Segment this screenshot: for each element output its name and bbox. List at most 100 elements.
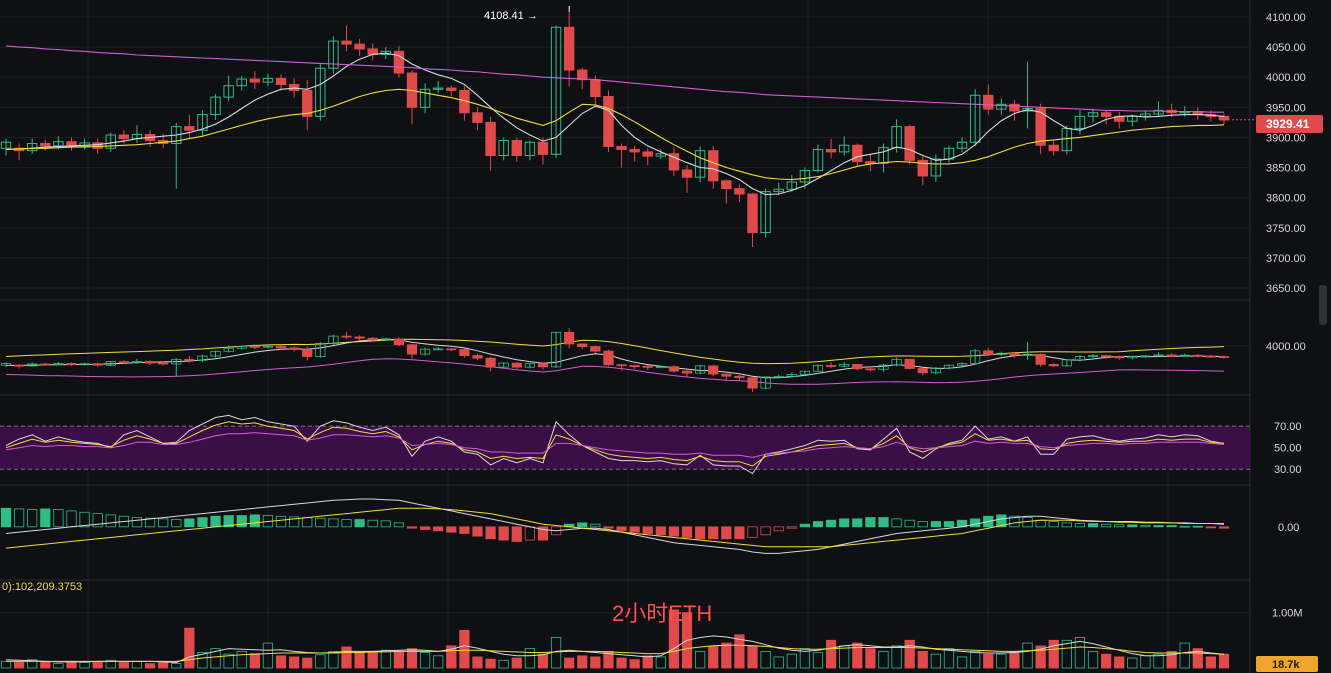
macd-histogram-bar (406, 526, 418, 529)
macd-histogram-bar (642, 526, 653, 534)
candle[interactable] (485, 121, 496, 157)
candle[interactable] (537, 141, 549, 155)
price-axis-tick: 3850.00 (1266, 163, 1306, 175)
candle[interactable] (747, 193, 758, 234)
price-axis[interactable]: 4100.00 4050.00 4000.00 3950.00 3900.00 3850.… (1266, 12, 1306, 620)
mini-candle (302, 349, 313, 357)
candle[interactable] (288, 83, 300, 91)
mini-candle (315, 343, 326, 357)
candle[interactable] (734, 188, 745, 195)
candle[interactable] (341, 40, 352, 45)
macd-histogram-bar (472, 526, 483, 537)
mini-candle (1166, 354, 1177, 357)
volume-bar (158, 662, 169, 669)
candle[interactable] (956, 141, 968, 149)
candle[interactable] (550, 26, 562, 155)
candle[interactable] (917, 159, 928, 177)
candle[interactable] (524, 141, 536, 157)
candle[interactable] (616, 145, 627, 150)
candle[interactable] (446, 87, 457, 91)
volume-bar (27, 659, 38, 669)
candle[interactable] (92, 142, 103, 149)
candle[interactable] (629, 148, 640, 153)
rsi-axis-tick: 30.00 (1274, 464, 1302, 476)
price-axis-tick: 3950.00 (1266, 102, 1306, 114)
mini-candle (40, 363, 51, 366)
candle[interactable] (210, 96, 221, 116)
candle[interactable] (262, 77, 274, 83)
macd-histogram-bar (249, 514, 260, 528)
candle[interactable] (354, 43, 365, 50)
candle[interactable] (53, 141, 64, 147)
candle[interactable] (668, 153, 680, 171)
candle[interactable] (983, 94, 994, 110)
candle[interactable] (681, 169, 693, 178)
candle[interactable] (773, 188, 784, 193)
candle[interactable] (511, 139, 522, 157)
candle[interactable] (721, 180, 732, 190)
volume-bar (996, 653, 1007, 669)
candle[interactable] (105, 134, 116, 149)
candle[interactable] (865, 161, 876, 164)
candle[interactable] (432, 87, 444, 90)
candle[interactable] (838, 144, 850, 153)
candle[interactable] (694, 150, 706, 178)
mini-candle (79, 363, 90, 366)
scroll-handle[interactable] (1319, 285, 1327, 325)
candle[interactable] (0, 141, 12, 149)
candle[interactable] (825, 148, 837, 153)
candle[interactable] (275, 77, 287, 85)
candle[interactable] (472, 112, 483, 123)
candle[interactable] (590, 79, 601, 98)
candle[interactable] (1153, 109, 1164, 115)
candle[interactable] (708, 150, 719, 182)
candle[interactable] (393, 50, 405, 74)
candle[interactable] (1087, 112, 1099, 117)
candle[interactable] (655, 153, 667, 157)
candle[interactable] (498, 139, 509, 157)
volume-bar (655, 656, 666, 669)
candle[interactable] (1048, 144, 1059, 152)
candle[interactable] (760, 191, 771, 234)
candle[interactable] (419, 88, 431, 108)
candle[interactable] (799, 170, 811, 183)
candle[interactable] (1127, 115, 1138, 122)
candle[interactable] (563, 26, 575, 71)
candle[interactable] (786, 181, 798, 190)
price-panel[interactable] (0, 5, 1256, 248)
candle[interactable] (930, 158, 942, 177)
candle[interactable] (878, 147, 889, 164)
candle[interactable] (184, 126, 195, 131)
candle[interactable] (852, 144, 863, 163)
candle[interactable] (26, 142, 38, 152)
candle[interactable] (577, 69, 588, 81)
candle[interactable] (642, 151, 653, 157)
volume-indicator-label: 0):102,209.3753 (2, 581, 82, 593)
candle[interactable] (1009, 103, 1020, 112)
candle[interactable] (969, 94, 981, 143)
macd-histogram-bar (275, 515, 287, 528)
candle[interactable] (1022, 108, 1033, 112)
candle[interactable] (904, 126, 915, 161)
candle[interactable] (996, 103, 1007, 110)
candle[interactable] (315, 67, 326, 117)
candle[interactable] (1035, 108, 1046, 146)
candle[interactable] (812, 148, 824, 172)
candle[interactable] (302, 89, 313, 117)
candle[interactable] (79, 142, 90, 147)
candle[interactable] (380, 50, 392, 55)
candle[interactable] (223, 85, 234, 98)
candle[interactable] (118, 134, 130, 140)
candle[interactable] (1100, 112, 1112, 117)
candle[interactable] (40, 142, 51, 147)
macd-histogram-bar (158, 518, 169, 528)
candle[interactable] (1140, 113, 1151, 117)
mini-candle (786, 373, 797, 377)
candle[interactable] (328, 40, 339, 69)
candle[interactable] (249, 78, 261, 83)
candle[interactable] (603, 96, 614, 147)
candle[interactable] (236, 78, 247, 87)
candle[interactable] (1074, 115, 1086, 129)
candle[interactable] (197, 114, 208, 131)
